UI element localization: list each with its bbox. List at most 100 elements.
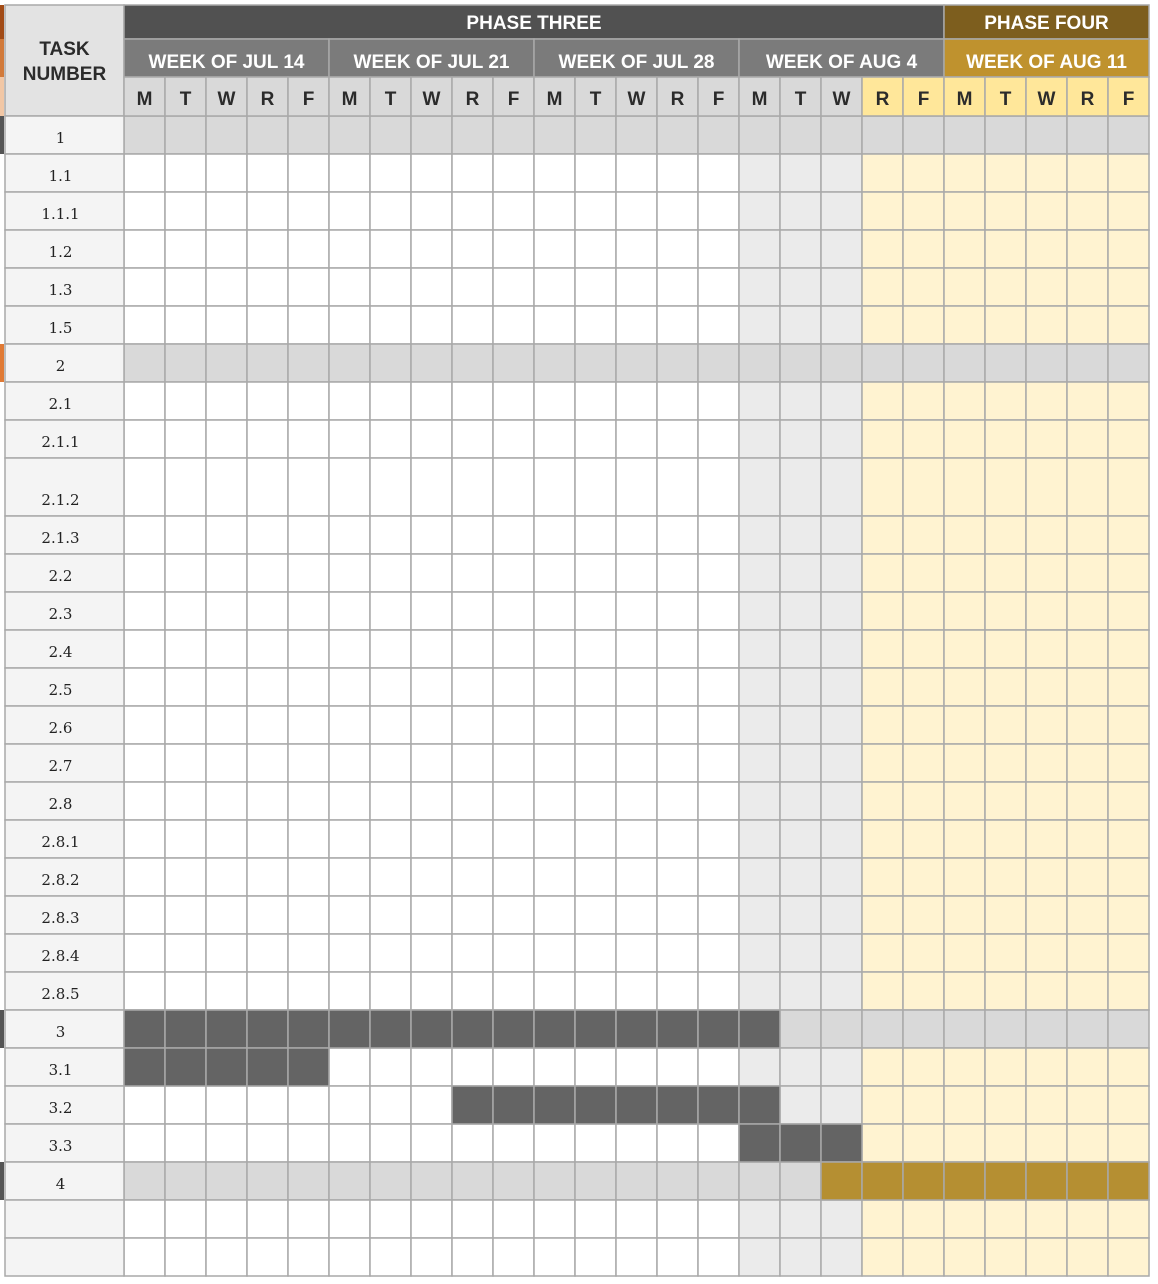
grid-cell — [369, 895, 412, 935]
grid-cell — [820, 267, 863, 307]
grid-cell — [533, 191, 576, 231]
grid-cell — [615, 667, 658, 707]
grid-cell — [615, 1199, 658, 1239]
grid-cell — [779, 115, 822, 155]
grid-cell — [533, 515, 576, 555]
grid-cell — [164, 381, 207, 421]
grid-cell — [246, 667, 289, 707]
grid-cell — [533, 705, 576, 745]
task-number-label-line1: TASK — [39, 39, 90, 60]
day-header-cell — [779, 76, 822, 117]
day-header-cell — [656, 76, 699, 117]
grid-cell — [410, 743, 453, 783]
grid-cell — [328, 629, 371, 669]
grid-cell — [164, 229, 207, 269]
grid-cell — [984, 381, 1027, 421]
grid-cell — [246, 1123, 289, 1163]
day-letter: M — [752, 89, 768, 110]
grid-cell — [615, 629, 658, 669]
grid-cell — [410, 895, 453, 935]
task-number: 2.1 — [49, 395, 73, 413]
grid-cell — [123, 115, 166, 155]
grid-cell — [738, 1237, 781, 1277]
grid-cell — [164, 191, 207, 231]
grid-cell — [246, 781, 289, 821]
grid-cell — [902, 857, 945, 897]
grid-cell — [861, 229, 904, 269]
grid-cell — [451, 305, 494, 345]
grid-cell — [492, 419, 535, 459]
grid-cell — [656, 629, 699, 669]
grid-cell — [492, 191, 535, 231]
task-number: 2.8.2 — [41, 871, 79, 889]
grid-cell — [779, 705, 822, 745]
grid-cell — [902, 933, 945, 973]
gantt-bar-segment — [574, 1085, 617, 1125]
grid-cell — [738, 343, 781, 383]
grid-cell — [369, 629, 412, 669]
grid-cell — [861, 781, 904, 821]
grid-cell — [287, 1199, 330, 1239]
grid-cell — [451, 629, 494, 669]
grid-cell — [615, 705, 658, 745]
grid-cell — [246, 343, 289, 383]
grid-cell — [1025, 629, 1068, 669]
grid-cell — [246, 381, 289, 421]
grid-cell — [328, 667, 371, 707]
grid-cell — [943, 1199, 986, 1239]
grid-cell — [123, 381, 166, 421]
grid-cell — [328, 971, 371, 1011]
grid-cell — [820, 933, 863, 973]
grid-cell — [533, 1199, 576, 1239]
grid-cell — [369, 553, 412, 593]
grid-cell — [861, 457, 904, 517]
grid-cell — [779, 1237, 822, 1277]
gantt-bar-segment — [574, 1009, 617, 1049]
day-letter: F — [713, 89, 725, 110]
day-header-cell — [205, 76, 248, 117]
grid-cell — [615, 115, 658, 155]
grid-cell — [164, 457, 207, 517]
grid-cell — [779, 191, 822, 231]
grid-cell — [410, 1199, 453, 1239]
grid-cell — [287, 667, 330, 707]
grid-cell — [1025, 743, 1068, 783]
grid-cell — [287, 629, 330, 669]
grid-cell — [738, 457, 781, 517]
day-header-cell — [697, 76, 740, 117]
grid-cell — [861, 515, 904, 555]
grid-cell — [943, 343, 986, 383]
grid-cell — [574, 115, 617, 155]
grid-cell — [1107, 191, 1150, 231]
grid-cell — [451, 705, 494, 745]
grid-cell — [779, 305, 822, 345]
grid-cell — [1107, 457, 1150, 517]
day-letter: M — [547, 89, 563, 110]
grid-cell — [1107, 419, 1150, 459]
grid-cell — [1025, 267, 1068, 307]
grid-cell — [574, 229, 617, 269]
task-number-cell — [4, 781, 125, 821]
grid-cell — [451, 153, 494, 193]
grid-cell — [779, 153, 822, 193]
grid-cell — [492, 705, 535, 745]
grid-cell — [410, 933, 453, 973]
grid-cell — [123, 1085, 166, 1125]
day-letter: F — [303, 89, 315, 110]
grid-cell — [902, 267, 945, 307]
grid-cell — [164, 781, 207, 821]
grid-cell — [943, 305, 986, 345]
grid-cell — [574, 629, 617, 669]
grid-cell — [410, 705, 453, 745]
grid-cell — [1025, 1009, 1068, 1049]
grid-cell — [779, 1085, 822, 1125]
grid-cell — [410, 1161, 453, 1201]
day-header-cell — [451, 76, 494, 117]
grid-cell — [1066, 191, 1109, 231]
grid-cell — [164, 591, 207, 631]
grid-cell — [451, 1237, 494, 1277]
grid-cell — [287, 819, 330, 859]
grid-cell — [451, 933, 494, 973]
grid-cell — [738, 933, 781, 973]
grid-background — [0, 5, 1150, 1277]
